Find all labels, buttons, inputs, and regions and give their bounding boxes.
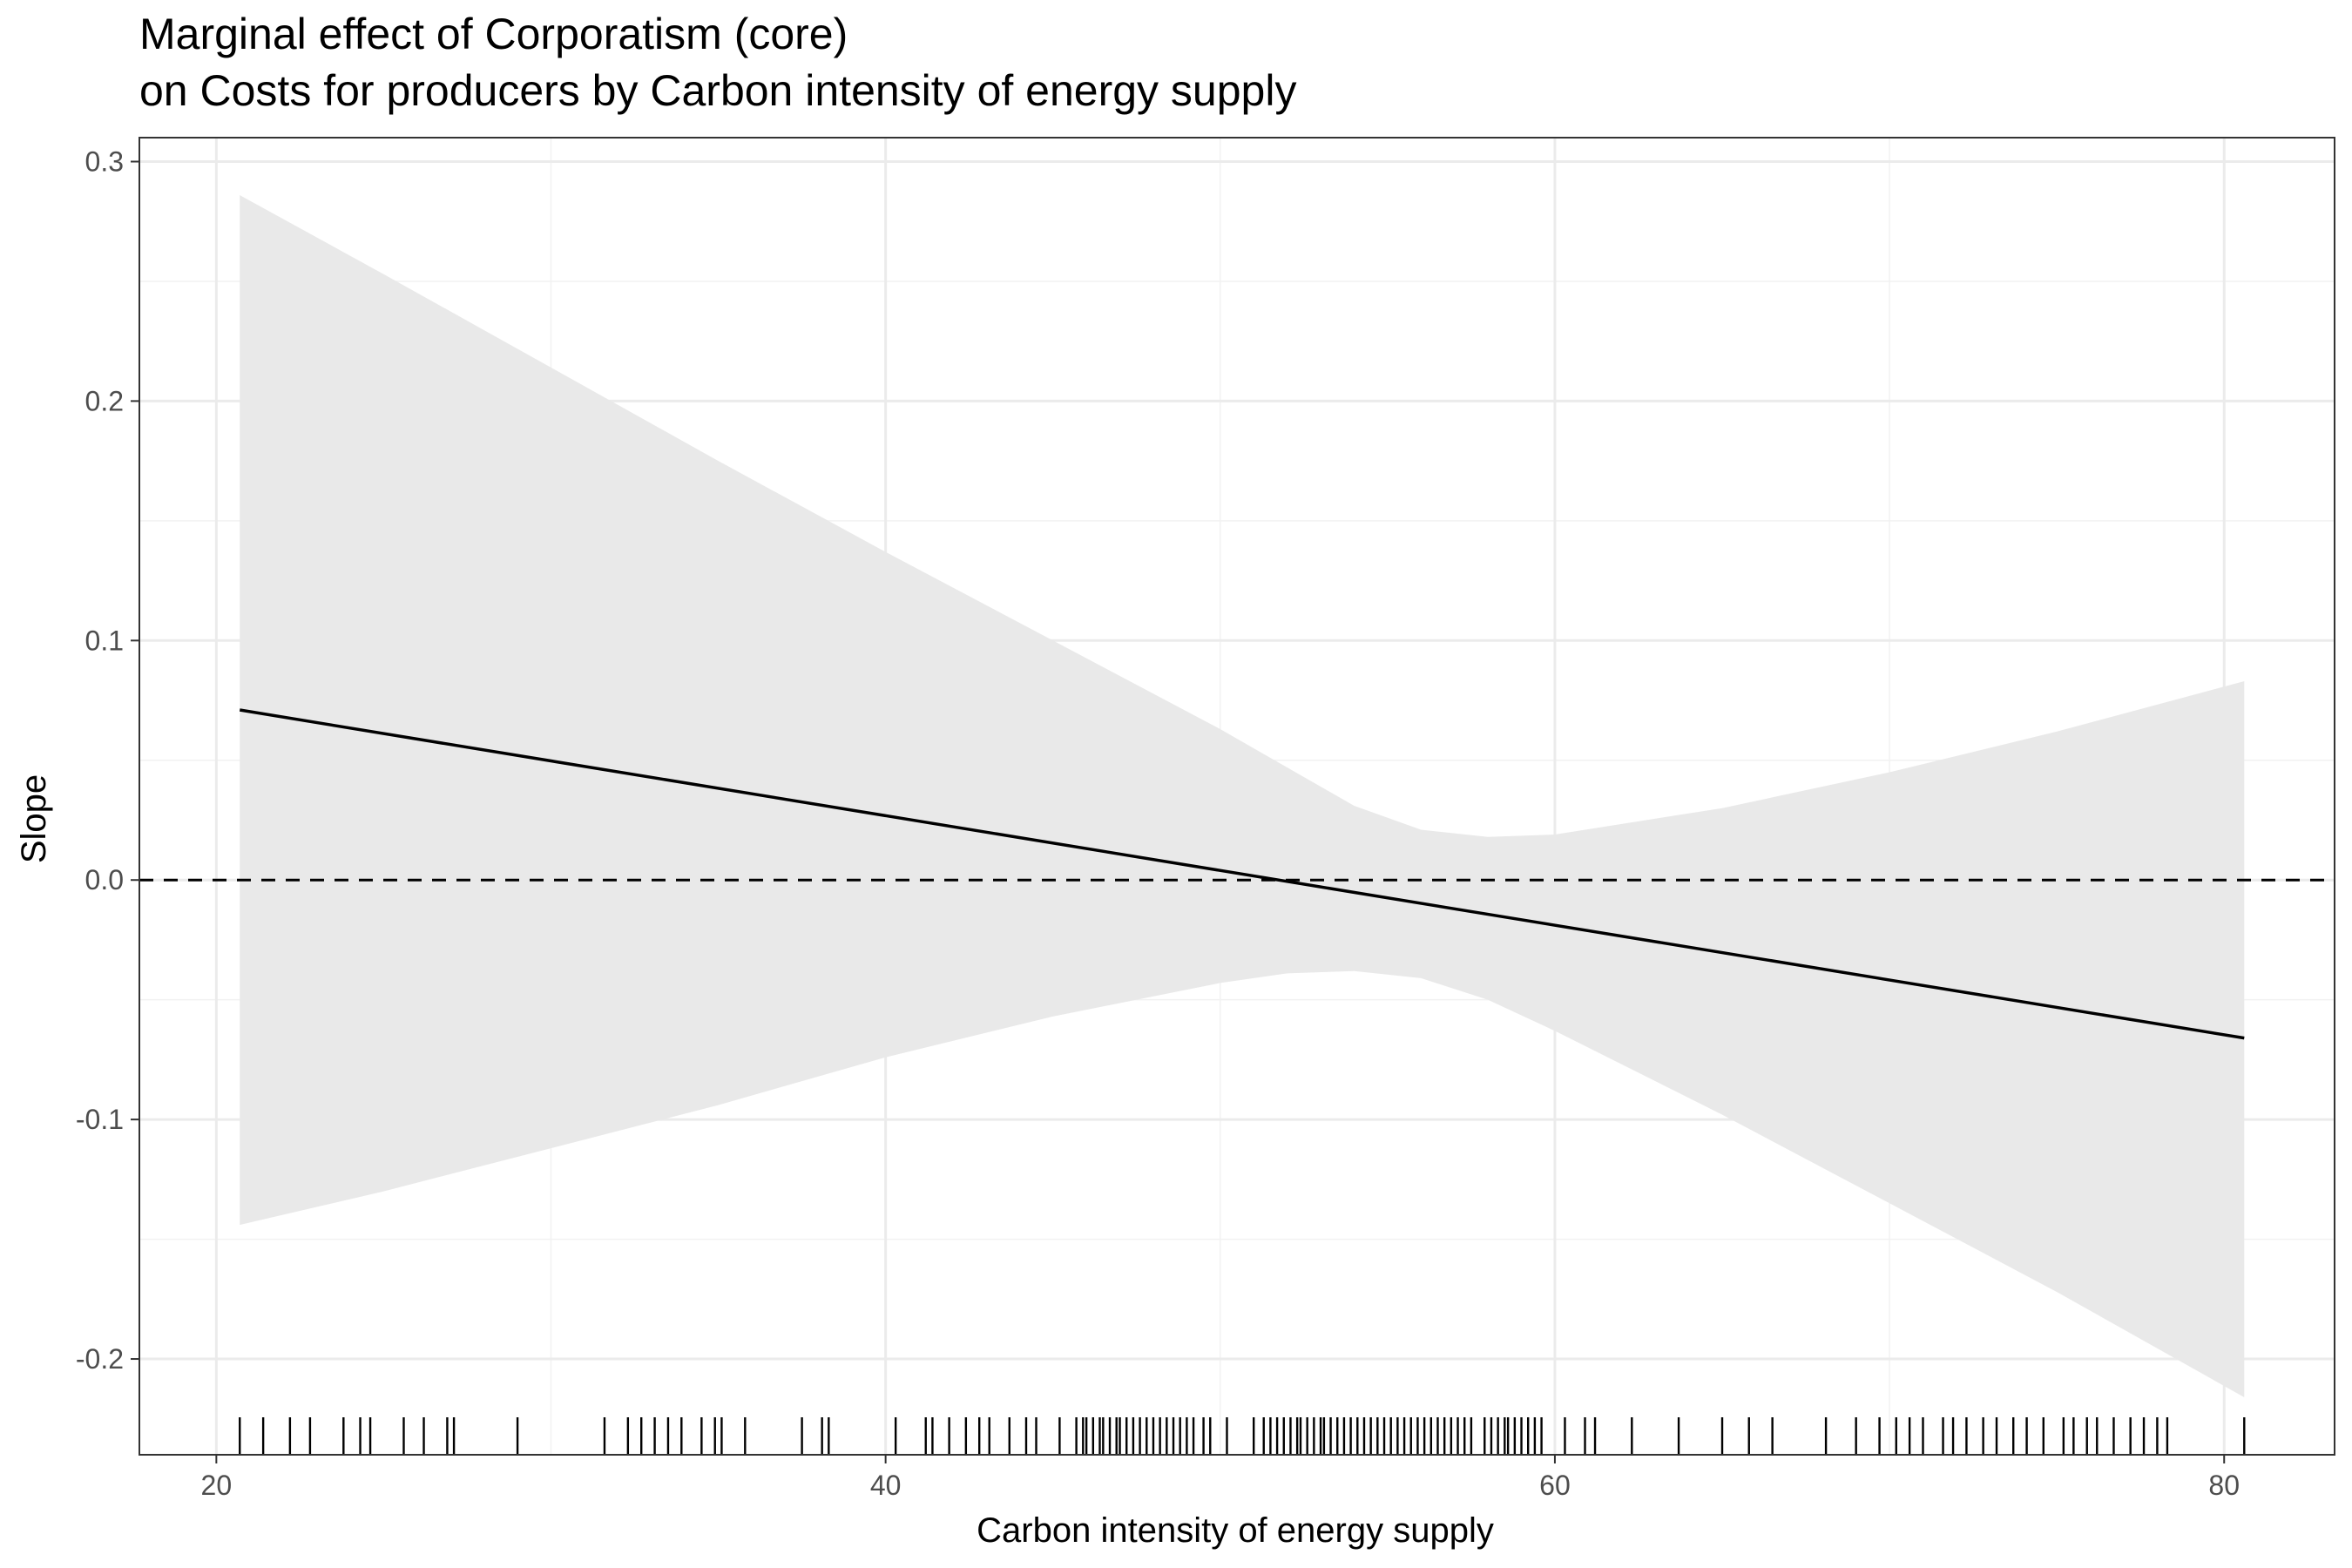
confidence-band xyxy=(240,195,2245,1397)
x-tick-label: 80 xyxy=(2208,1470,2240,1501)
y-tick-label: 0.0 xyxy=(85,864,124,896)
y-tick-label: 0.3 xyxy=(85,145,124,177)
confidence-band-area xyxy=(240,195,2245,1397)
panel-border-rect xyxy=(139,137,2335,1456)
y-tick-label: -0.2 xyxy=(76,1343,124,1375)
y-tick-label: 0.1 xyxy=(85,625,124,656)
chart-subtitle: on Costs for producers by Carbon intensi… xyxy=(139,66,1296,115)
x-tick-label: 40 xyxy=(870,1470,902,1501)
y-axis-title: Slope xyxy=(15,774,53,863)
y-axis: 0.3 0.2 0.1 0.0 -0.1 -0.2 xyxy=(76,145,139,1375)
y-tick-label: -0.1 xyxy=(76,1104,124,1135)
plot-panel-border xyxy=(139,137,2335,1456)
x-tick-label: 20 xyxy=(201,1470,233,1501)
x-tick-label: 60 xyxy=(1539,1470,1571,1501)
rug-ticks xyxy=(239,1417,2246,1455)
slope-line-segment xyxy=(239,708,2245,1040)
slope-line xyxy=(239,708,2245,1040)
x-axis: 20 40 60 80 xyxy=(201,1455,2240,1501)
chart-title: Marginal effect of Corporatism (core) xyxy=(139,10,848,58)
x-axis-title: Carbon intensity of energy supply xyxy=(977,1511,1494,1550)
y-tick-label: 0.2 xyxy=(85,385,124,416)
